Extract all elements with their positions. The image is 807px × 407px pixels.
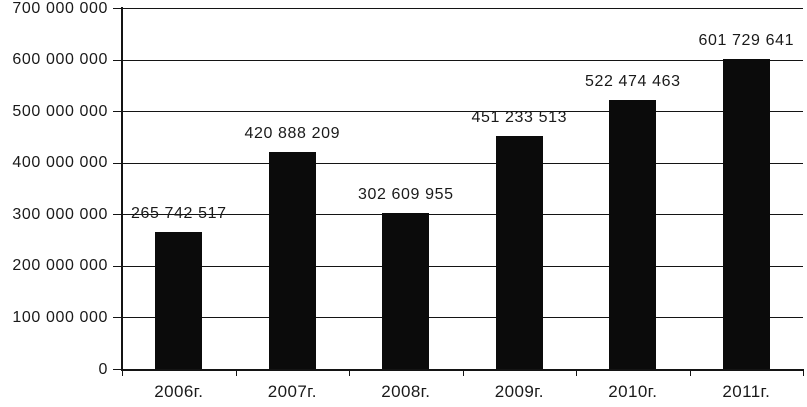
y-axis-tick (113, 111, 122, 113)
bar-value-label: 420 888 209 (244, 124, 341, 142)
bar-value-label: 601 729 641 (698, 31, 795, 49)
y-axis-label: 200 000 000 (12, 257, 108, 275)
x-axis-label: 2009г. (494, 382, 544, 401)
y-axis-label: 700 000 000 (12, 0, 108, 17)
gridline-200000000 (122, 265, 803, 267)
x-axis-tick (803, 369, 804, 376)
y-axis-label: 300 000 000 (12, 205, 108, 223)
y-axis-label: 100 000 000 (12, 308, 108, 326)
y-axis-tick (113, 8, 122, 9)
gridline-500000000 (122, 111, 803, 113)
y-axis-line (121, 7, 123, 371)
y-axis-tick (113, 59, 122, 61)
bar-value-label: 265 742 517 (131, 205, 227, 222)
gridline-600000000 (122, 59, 803, 61)
y-axis-label: 500 000 000 (12, 102, 108, 120)
x-axis-label: 2006г. (154, 382, 204, 401)
x-axis-tick (576, 369, 577, 376)
bar-2008 (382, 212, 430, 369)
bar-2011 (722, 58, 770, 369)
y-axis-tick (113, 162, 122, 164)
bar-2007 (268, 151, 316, 369)
x-axis-label: 2008г. (381, 382, 431, 401)
gridline-100000000 (122, 317, 803, 319)
x-axis-label: 2010г. (608, 382, 658, 401)
x-axis-tick (462, 369, 464, 376)
gridline-700000000 (122, 8, 803, 9)
gridline-300000000 (122, 214, 803, 216)
x-axis-label: 2011г. (722, 382, 771, 401)
y-axis-tick (113, 369, 122, 370)
x-axis-tick (122, 369, 123, 376)
bar-2009 (495, 136, 543, 369)
y-axis-tick (113, 265, 122, 267)
y-axis-label: 0 (98, 360, 108, 378)
bar-value-label: 302 609 955 (358, 185, 454, 203)
x-axis-label: 2007г. (267, 382, 317, 401)
bar-value-label: 451 233 513 (471, 109, 568, 127)
x-axis-tick (235, 369, 237, 376)
y-axis-tick (113, 214, 122, 216)
y-axis-tick (113, 317, 122, 319)
x-axis-tick (349, 369, 350, 376)
y-axis-label: 400 000 000 (12, 154, 108, 172)
bar-value-label: 522 474 463 (585, 72, 681, 90)
bar-2006 (155, 232, 203, 369)
gridline-400000000 (122, 162, 803, 164)
bar-2010 (609, 99, 657, 369)
x-axis-tick (689, 369, 691, 376)
y-axis-label: 600 000 000 (12, 51, 108, 69)
